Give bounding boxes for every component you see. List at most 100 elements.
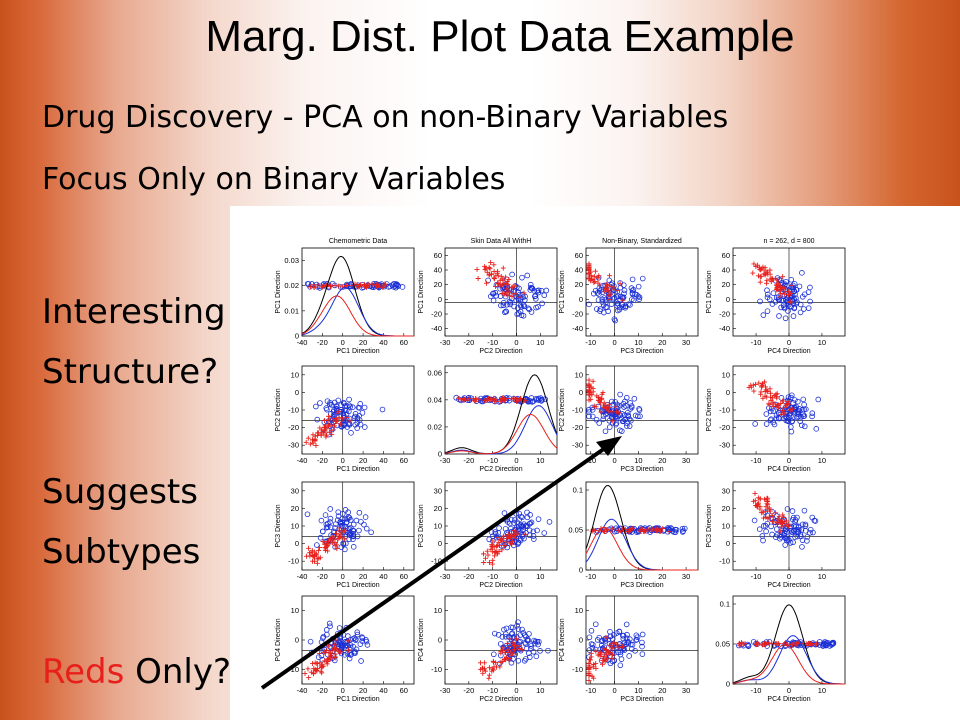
y-tick-label: 10: [434, 606, 442, 615]
data-point-red: [765, 516, 771, 522]
data-point-red: [488, 271, 494, 277]
data-point-red: [499, 290, 505, 296]
y-tick-label: -10: [288, 665, 299, 674]
data-point-blue: [790, 286, 796, 292]
x-tick-label: 0: [613, 686, 617, 695]
data-point-blue: [379, 406, 386, 413]
data-point-red: [598, 409, 604, 415]
data-point-blue: [785, 418, 792, 425]
data-point-blue: [785, 537, 792, 543]
y-tick-label: 10: [291, 522, 299, 531]
data-point-blue: [611, 650, 617, 657]
y-axis-label: PC2 Direction: [559, 388, 566, 431]
data-point-red: [356, 283, 362, 289]
data-point-blue: [633, 637, 639, 643]
data-point-blue: [515, 305, 521, 311]
data-point-blue: [519, 274, 525, 281]
data-point-blue: [801, 413, 808, 419]
data-point-blue: [541, 292, 548, 299]
x-tick-label: -10: [751, 686, 762, 695]
x-tick-label: 60: [400, 686, 408, 695]
data-point-blue: [770, 290, 777, 296]
y-tick-label: 20: [722, 280, 730, 289]
data-point-blue: [801, 423, 808, 430]
data-point-red: [609, 656, 615, 662]
data-point-blue: [346, 396, 352, 403]
data-point-blue: [799, 544, 805, 550]
data-point-red: [588, 278, 594, 284]
y-tick-label: 10: [434, 522, 442, 531]
data-point-blue: [532, 293, 539, 299]
data-point-blue: [780, 297, 786, 304]
x-axis-label: PC3 Direction: [620, 696, 663, 703]
data-point-blue: [620, 632, 627, 639]
y-tick-label: 0: [579, 295, 583, 304]
data-point-blue: [497, 293, 504, 300]
data-point-red: [513, 398, 519, 404]
data-point-blue: [609, 658, 616, 665]
data-point-red: [626, 526, 632, 532]
y-tick-label: -10: [431, 557, 442, 566]
x-tick-label: 20: [359, 572, 367, 581]
data-point-red: [475, 275, 481, 281]
data-point-red: [765, 271, 771, 277]
x-tick-label: -40: [297, 456, 308, 465]
data-point-red: [753, 503, 759, 509]
x-tick-label: -20: [317, 686, 328, 695]
data-point-red: [376, 282, 382, 288]
data-point-red: [778, 524, 784, 530]
y-tick-label: 0.02: [427, 422, 442, 431]
data-point-red: [769, 513, 775, 519]
data-point-red: [762, 640, 768, 646]
x-tick-label: -20: [463, 572, 474, 581]
x-tick-label: -10: [487, 338, 498, 347]
data-point-red: [504, 286, 510, 292]
data-point-red: [781, 286, 787, 292]
data-point-red: [781, 411, 787, 417]
y-axis-label: PC2 Direction: [275, 388, 282, 431]
data-point-red: [334, 410, 340, 416]
data-point-red: [784, 518, 790, 524]
data-point-blue: [323, 405, 330, 411]
data-point-blue: [603, 411, 609, 418]
data-point-red: [752, 498, 758, 504]
y-tick-label: 20: [722, 504, 730, 513]
side-line-4: Suggests: [42, 472, 198, 512]
data-point-blue: [813, 426, 820, 432]
data-point-red: [764, 498, 770, 504]
data-point-blue: [634, 634, 641, 640]
data-point-red: [789, 406, 795, 412]
data-point-blue: [639, 643, 645, 650]
data-point-red: [590, 389, 596, 395]
x-tick-label: -10: [751, 572, 762, 581]
data-point-red: [607, 273, 613, 279]
data-point-blue: [314, 416, 321, 423]
data-point-red: [780, 512, 786, 518]
data-point-blue: [502, 309, 508, 316]
data-point-blue: [628, 417, 634, 424]
data-point-red: [591, 274, 597, 280]
data-point-blue: [524, 272, 531, 279]
x-tick-label: 10: [818, 338, 826, 347]
data-point-red: [586, 387, 592, 393]
data-point-blue: [793, 523, 799, 529]
data-point-red: [494, 270, 500, 276]
y-tick-label: -10: [719, 557, 730, 566]
data-point-blue: [624, 409, 631, 416]
x-axis-label: PC4 Direction: [767, 582, 810, 589]
data-point-red: [317, 425, 323, 431]
data-point-blue: [493, 282, 500, 288]
data-point-red: [782, 523, 788, 529]
x-axis-label: PC2 Direction: [479, 582, 522, 589]
data-point-red: [774, 391, 780, 397]
data-point-red: [761, 496, 767, 502]
x-tick-label: 20: [658, 686, 666, 695]
data-point-blue: [639, 275, 646, 282]
data-point-blue: [617, 391, 623, 398]
y-tick-label: 10: [575, 606, 583, 615]
data-point-blue: [763, 528, 769, 535]
data-point-blue: [636, 296, 642, 303]
data-point-blue: [788, 276, 794, 283]
data-point-red: [762, 272, 768, 278]
x-tick-label: 60: [400, 456, 408, 465]
